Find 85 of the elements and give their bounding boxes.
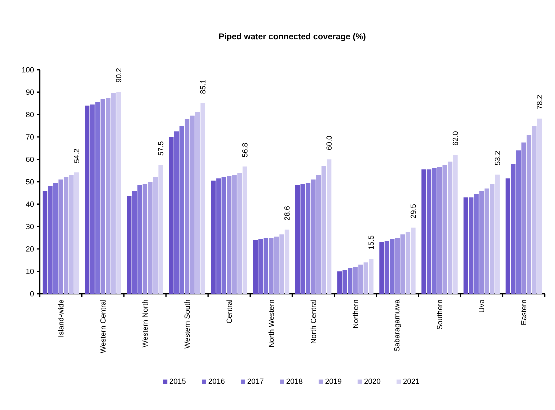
bar	[74, 172, 80, 294]
bar	[264, 238, 269, 294]
bar	[537, 118, 542, 294]
bar	[369, 259, 374, 294]
bar	[490, 184, 495, 294]
bar	[158, 165, 164, 294]
bar	[190, 116, 195, 294]
bar	[116, 92, 122, 294]
bar	[426, 170, 432, 294]
bar	[358, 264, 364, 294]
bar	[474, 194, 479, 294]
bar	[242, 166, 248, 294]
bar	[196, 112, 200, 294]
bar	[253, 240, 258, 294]
bar	[238, 173, 242, 294]
bar	[48, 186, 53, 294]
bar	[390, 239, 395, 294]
bar	[384, 241, 390, 294]
bar	[422, 170, 426, 294]
bar	[295, 185, 300, 294]
bar	[227, 176, 232, 294]
bar	[464, 198, 468, 294]
bar	[111, 94, 116, 294]
bar	[342, 270, 348, 294]
bar	[322, 166, 326, 294]
bar	[348, 268, 353, 294]
bar	[216, 178, 222, 294]
bar	[506, 178, 510, 294]
bar	[448, 162, 453, 294]
bar	[353, 267, 358, 294]
bar	[258, 239, 264, 294]
bar	[526, 134, 532, 294]
bar	[69, 175, 74, 294]
bar	[495, 174, 500, 294]
bar	[522, 142, 526, 294]
bar	[516, 150, 522, 294]
bar	[480, 190, 484, 294]
bar	[406, 232, 411, 294]
bar	[274, 236, 280, 294]
bar	[380, 242, 384, 294]
bar	[132, 190, 138, 294]
bar	[269, 238, 274, 294]
bar	[532, 126, 537, 294]
bar	[316, 175, 322, 294]
bar	[327, 160, 332, 294]
bar	[42, 190, 48, 294]
bar	[148, 182, 153, 294]
bar	[153, 178, 158, 294]
bar	[64, 178, 69, 294]
bar	[453, 155, 458, 294]
bar	[411, 228, 416, 294]
bar	[222, 178, 226, 294]
bar	[511, 164, 516, 294]
bar	[280, 234, 284, 294]
bar	[85, 106, 90, 294]
bar	[311, 180, 316, 294]
bar	[169, 137, 174, 294]
bar	[58, 180, 64, 294]
bar	[395, 238, 400, 294]
chart-title: Piped water connected coverage (%)	[219, 33, 366, 42]
bar	[338, 272, 342, 294]
bar	[184, 119, 190, 294]
bar	[90, 104, 95, 294]
bar	[53, 183, 58, 294]
bar	[232, 175, 237, 294]
bar	[469, 198, 474, 294]
bar	[200, 103, 206, 294]
bar	[442, 165, 448, 294]
bar	[306, 183, 311, 294]
bar	[96, 102, 100, 294]
bar	[484, 188, 490, 294]
bar	[437, 167, 442, 294]
bar	[364, 262, 368, 294]
bar	[138, 185, 142, 294]
bar	[432, 168, 437, 294]
bar	[284, 230, 290, 294]
bar	[106, 98, 111, 294]
bar	[180, 126, 184, 294]
bar	[400, 234, 406, 294]
bar	[142, 184, 148, 294]
bar	[211, 180, 216, 294]
bar	[300, 184, 306, 294]
bar	[100, 99, 106, 294]
bar	[127, 196, 132, 294]
bar	[174, 132, 180, 294]
